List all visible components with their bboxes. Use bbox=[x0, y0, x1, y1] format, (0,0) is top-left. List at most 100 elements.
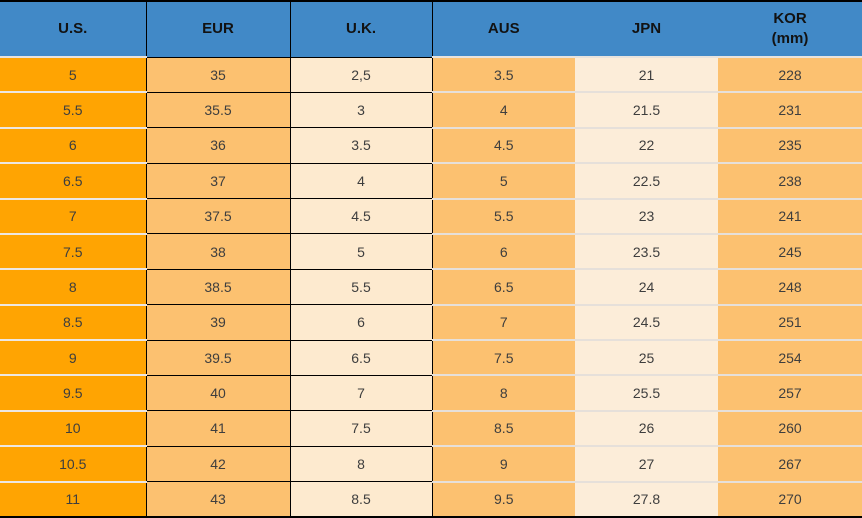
table-row: 11 43 8.5 9.5 27.8 270 bbox=[0, 481, 862, 518]
cell-eur: 35 bbox=[145, 56, 291, 93]
cell-jpn: 27.8 bbox=[575, 481, 718, 517]
cell-kor: 251 bbox=[718, 304, 862, 342]
cell-aus: 5 bbox=[432, 163, 575, 200]
cell-aus: 3.5 bbox=[432, 57, 575, 94]
cell-kor: 238 bbox=[718, 163, 862, 200]
cell-eur: 38 bbox=[145, 233, 291, 270]
cell-kor: 260 bbox=[718, 410, 862, 448]
cell-eur: 36 bbox=[145, 127, 291, 164]
cell-uk: 5.5 bbox=[289, 268, 433, 306]
cell-uk: 6.5 bbox=[289, 339, 433, 376]
cell-aus: 6.5 bbox=[432, 269, 575, 306]
cell-kor: 270 bbox=[718, 481, 862, 517]
cell-kor: 228 bbox=[718, 57, 862, 94]
column-header-uk: U.K. bbox=[289, 0, 433, 58]
cell-eur: 40 bbox=[145, 374, 291, 412]
cell-kor: 267 bbox=[718, 446, 862, 483]
table-row: 8 38.5 5.5 6.5 24 248 bbox=[0, 268, 862, 306]
cell-jpn: 26 bbox=[575, 410, 718, 448]
cell-uk: 3.5 bbox=[289, 127, 433, 164]
cell-us: 11 bbox=[0, 481, 146, 517]
cell-us: 5.5 bbox=[0, 92, 146, 129]
cell-aus: 5.5 bbox=[432, 198, 575, 235]
cell-uk: 4.5 bbox=[289, 197, 433, 235]
table-row: 5 35 2,5 3.5 21 228 bbox=[0, 56, 862, 94]
header-row: U.S. EUR U.K. AUS JPN KOR (mm) bbox=[0, 0, 862, 58]
cell-kor: 231 bbox=[718, 92, 862, 129]
column-header-us: U.S. bbox=[0, 1, 146, 58]
cell-jpn: 22.5 bbox=[575, 163, 718, 200]
cell-uk: 8 bbox=[289, 445, 433, 483]
cell-uk: 6 bbox=[289, 304, 433, 341]
cell-us: 7 bbox=[0, 198, 146, 235]
cell-us: 6 bbox=[0, 127, 146, 165]
cell-eur: 41 bbox=[145, 410, 291, 447]
cell-eur: 42 bbox=[145, 445, 291, 483]
cell-jpn: 22 bbox=[575, 127, 718, 165]
cell-kor: 241 bbox=[718, 198, 862, 235]
cell-jpn: 25.5 bbox=[575, 375, 718, 412]
cell-aus: 6 bbox=[432, 233, 575, 271]
cell-kor: 257 bbox=[718, 375, 862, 412]
cell-aus: 7 bbox=[432, 304, 575, 342]
cell-uk: 7.5 bbox=[289, 410, 433, 447]
cell-uk: 3 bbox=[289, 91, 433, 129]
cell-jpn: 24.5 bbox=[575, 304, 718, 342]
cell-jpn: 21.5 bbox=[575, 92, 718, 129]
column-header-aus: AUS bbox=[432, 1, 575, 58]
cell-uk: 2,5 bbox=[289, 56, 433, 93]
cell-eur: 39 bbox=[145, 304, 291, 341]
cell-kor: 245 bbox=[718, 233, 862, 271]
column-header-jpn: JPN bbox=[575, 1, 718, 58]
table-row: 6.5 37 4 5 22.5 238 bbox=[0, 162, 862, 200]
table-header: U.S. EUR U.K. AUS JPN KOR (mm) bbox=[0, 0, 862, 58]
cell-kor: 254 bbox=[718, 340, 862, 377]
cell-aus: 4.5 bbox=[432, 127, 575, 165]
cell-uk: 7 bbox=[289, 374, 433, 412]
cell-us: 8 bbox=[0, 269, 146, 306]
cell-us: 10 bbox=[0, 410, 146, 448]
cell-jpn: 23 bbox=[575, 198, 718, 235]
table-row: 6 36 3.5 4.5 22 235 bbox=[0, 127, 862, 165]
cell-jpn: 21 bbox=[575, 57, 718, 94]
cell-us: 5 bbox=[0, 57, 146, 94]
table-row: 7 37.5 4.5 5.5 23 241 bbox=[0, 197, 862, 235]
cell-eur: 39.5 bbox=[145, 339, 291, 376]
cell-us: 9.5 bbox=[0, 375, 146, 412]
cell-eur: 37.5 bbox=[145, 197, 291, 235]
cell-aus: 9 bbox=[432, 446, 575, 483]
cell-aus: 8.5 bbox=[432, 410, 575, 448]
cell-us: 9 bbox=[0, 340, 146, 377]
column-header-eur: EUR bbox=[145, 0, 291, 58]
cell-uk: 4 bbox=[289, 162, 433, 200]
table-row: 8.5 39 6 7 24.5 251 bbox=[0, 304, 862, 342]
cell-eur: 37 bbox=[145, 162, 291, 200]
cell-us: 6.5 bbox=[0, 163, 146, 200]
cell-us: 10.5 bbox=[0, 446, 146, 483]
table-row: 9 39.5 6.5 7.5 25 254 bbox=[0, 339, 862, 377]
table-row: 10.5 42 8 9 27 267 bbox=[0, 445, 862, 483]
cell-eur: 35.5 bbox=[145, 91, 291, 129]
cell-aus: 9.5 bbox=[432, 481, 575, 517]
table-row: 5.5 35.5 3 4 21.5 231 bbox=[0, 91, 862, 129]
column-header-kor: KOR (mm) bbox=[718, 1, 862, 58]
table-row: 10 41 7.5 8.5 26 260 bbox=[0, 410, 862, 448]
cell-aus: 4 bbox=[432, 92, 575, 129]
cell-aus: 7.5 bbox=[432, 340, 575, 377]
cell-aus: 8 bbox=[432, 375, 575, 412]
table-body: 5 35 2,5 3.5 21 228 5.5 35.5 3 4 21.5 231 6 36 3.5 4.5 2… bbox=[0, 56, 862, 518]
cell-kor: 235 bbox=[718, 127, 862, 165]
column-header-kor-line1: KOR bbox=[773, 9, 807, 27]
table-row: 7.5 38 5 6 23.5 245 bbox=[0, 233, 862, 271]
cell-eur: 38.5 bbox=[145, 268, 291, 306]
cell-jpn: 24 bbox=[575, 269, 718, 306]
cell-jpn: 27 bbox=[575, 446, 718, 483]
cell-kor: 248 bbox=[718, 269, 862, 306]
cell-jpn: 23.5 bbox=[575, 233, 718, 271]
cell-jpn: 25 bbox=[575, 340, 718, 377]
cell-uk: 8.5 bbox=[289, 481, 433, 518]
table-row: 9.5 40 7 8 25.5 257 bbox=[0, 374, 862, 412]
cell-us: 7.5 bbox=[0, 233, 146, 271]
cell-uk: 5 bbox=[289, 233, 433, 270]
